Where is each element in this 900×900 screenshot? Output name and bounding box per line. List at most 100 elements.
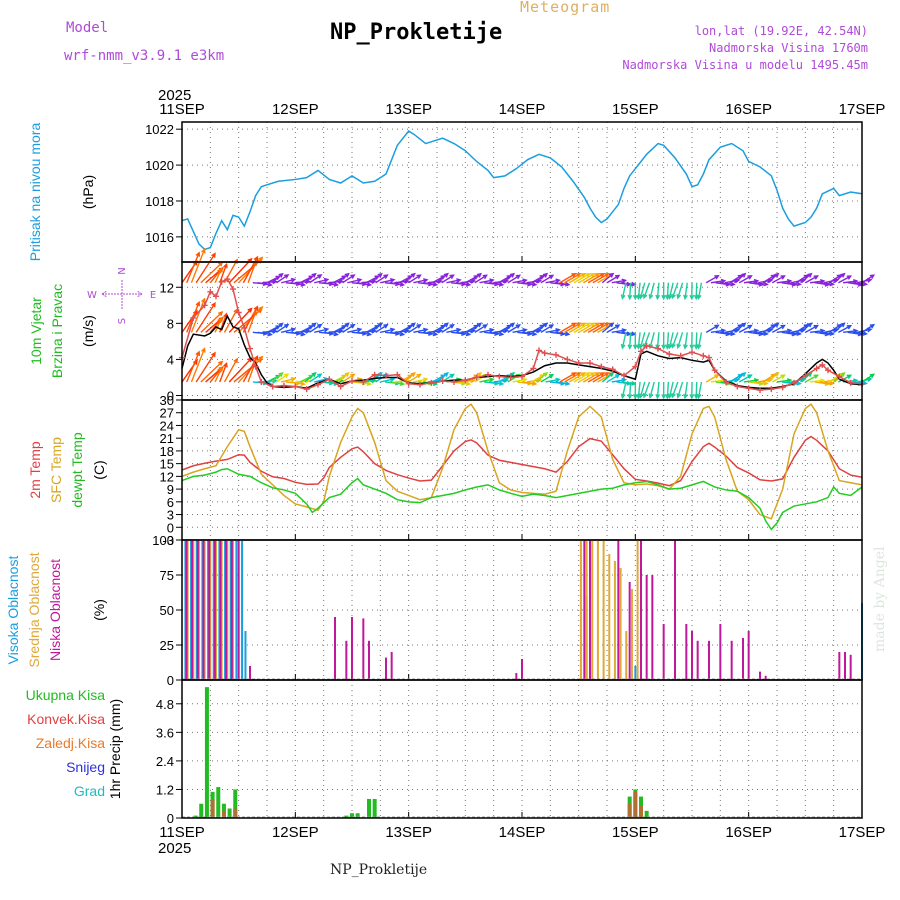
- wind-arrow-head: [443, 272, 449, 278]
- y-tick-label: 3.6: [156, 725, 174, 740]
- gust-marker: [224, 276, 231, 283]
- wind-arrow-head: [627, 344, 633, 350]
- wind-arrow: [479, 328, 494, 334]
- y-tick-label: 30: [160, 393, 174, 408]
- wind-arrow: [290, 381, 305, 385]
- wind-arrow-head: [449, 274, 455, 280]
- wind-arrow: [809, 329, 825, 334]
- wind-arrow: [403, 372, 416, 383]
- gust-marker: [507, 374, 514, 381]
- wind-arrow-head: [676, 293, 682, 300]
- wind-arrow-head: [594, 272, 601, 278]
- wind-ylabel-line2: Brzina i Pravac: [49, 284, 65, 378]
- bar-niska-oblacnost: [645, 575, 648, 680]
- wind-arrow: [771, 374, 785, 383]
- bar-srednja-oblacnost: [186, 540, 189, 680]
- wind-arrow-head: [410, 272, 416, 278]
- wind-arrow: [804, 374, 818, 383]
- wind-arrow: [666, 381, 670, 398]
- wind-arrow: [743, 379, 758, 383]
- wind-arrow-head: [509, 322, 516, 328]
- wind-arrow: [677, 381, 684, 398]
- wind-arrow-head: [599, 372, 606, 377]
- y-tick-label: 1018: [145, 194, 174, 209]
- wind-arrow: [767, 322, 779, 333]
- wind-arrow: [684, 381, 688, 398]
- bar-niska-oblacnost: [849, 654, 852, 680]
- wind-arrow-head: [290, 327, 297, 333]
- wind-arrow-head: [813, 374, 819, 379]
- y-tick-label: 27: [160, 406, 174, 421]
- wind-arrow: [200, 361, 223, 383]
- wind-arrow-head: [311, 322, 317, 328]
- wind-arrow-head: [676, 393, 682, 399]
- wind-arrow: [276, 274, 289, 284]
- gust-marker: [847, 379, 854, 386]
- wind-arrow-head: [377, 272, 383, 278]
- wind-arrow-head: [366, 381, 373, 387]
- wind-arrow: [304, 372, 317, 383]
- bar-ukupna-kisa: [644, 810, 649, 818]
- wind-arrow-head: [437, 279, 443, 284]
- wind-arrow: [639, 282, 646, 299]
- bar-srednja-oblacnost: [608, 554, 611, 680]
- wind-arrow: [535, 322, 548, 333]
- wind-arrow: [309, 373, 322, 383]
- bar-ukupna-kisa: [344, 815, 349, 818]
- wind-arrow-head: [258, 305, 264, 312]
- wind-arrow: [804, 275, 818, 284]
- wind-arrow-head: [840, 322, 846, 328]
- wind-arrow-head: [730, 331, 736, 337]
- wind-arrow-head: [476, 371, 482, 377]
- bar-visoka-oblacnost: [184, 540, 187, 680]
- wind-arrow: [545, 329, 560, 334]
- bar-niska-oblacnost: [583, 540, 586, 680]
- gust-marker: [779, 384, 786, 391]
- wind-arrow-head: [389, 377, 396, 383]
- wind-arrow: [583, 322, 600, 333]
- wind-arrow: [564, 322, 581, 333]
- top-day-label-17SEP: 17SEP: [839, 101, 886, 118]
- wind-arrow: [781, 282, 796, 286]
- wind-arrow: [814, 282, 829, 286]
- wind-arrow: [309, 324, 322, 333]
- wind-arrow-head: [423, 327, 429, 333]
- wind-arrow-head: [470, 328, 477, 334]
- wind-arrow-head: [432, 281, 439, 287]
- wind-arrow: [695, 332, 698, 349]
- wind-arrow-head: [655, 294, 661, 301]
- wind-arrow: [819, 282, 834, 285]
- wind-arrow-head: [747, 275, 753, 280]
- y-tick-label: 24: [160, 418, 174, 433]
- wind-arrow: [521, 282, 536, 286]
- wind-arrow: [828, 274, 842, 284]
- wind-arrow-head: [594, 372, 601, 377]
- y-tick-label: 18: [160, 444, 174, 459]
- wind-arrow-head: [696, 344, 702, 350]
- wind-arrow: [380, 378, 395, 383]
- wind-arrow: [587, 322, 605, 333]
- bar-niska-oblacnost: [628, 582, 631, 680]
- wind-arrow: [677, 282, 684, 299]
- bar-srednja-oblacnost: [192, 540, 195, 680]
- wind-arrow-head: [676, 343, 682, 350]
- wind-arrow: [474, 324, 488, 333]
- wind-arrow: [271, 372, 283, 383]
- wind-arrow-head: [470, 278, 477, 284]
- wind-arrow-head: [258, 256, 264, 262]
- wind-arrow: [621, 331, 636, 335]
- gust-marker: [451, 378, 457, 385]
- precip-legend-grad: Grad: [74, 783, 105, 799]
- bar-srednja-oblacnost: [226, 540, 229, 680]
- wind-arrow: [276, 373, 289, 383]
- gust-marker: [553, 351, 559, 358]
- wind-arrow-head: [267, 282, 273, 287]
- wind-arrow-head: [515, 324, 522, 329]
- wind-arrow-head: [807, 272, 813, 278]
- wind-arrow: [535, 372, 548, 383]
- bar-niska-oblacnost: [208, 540, 211, 680]
- wind-arrow: [436, 372, 449, 383]
- wind-arrow-head: [747, 324, 753, 330]
- wind-arrow: [621, 381, 636, 385]
- wind-arrow: [729, 274, 743, 284]
